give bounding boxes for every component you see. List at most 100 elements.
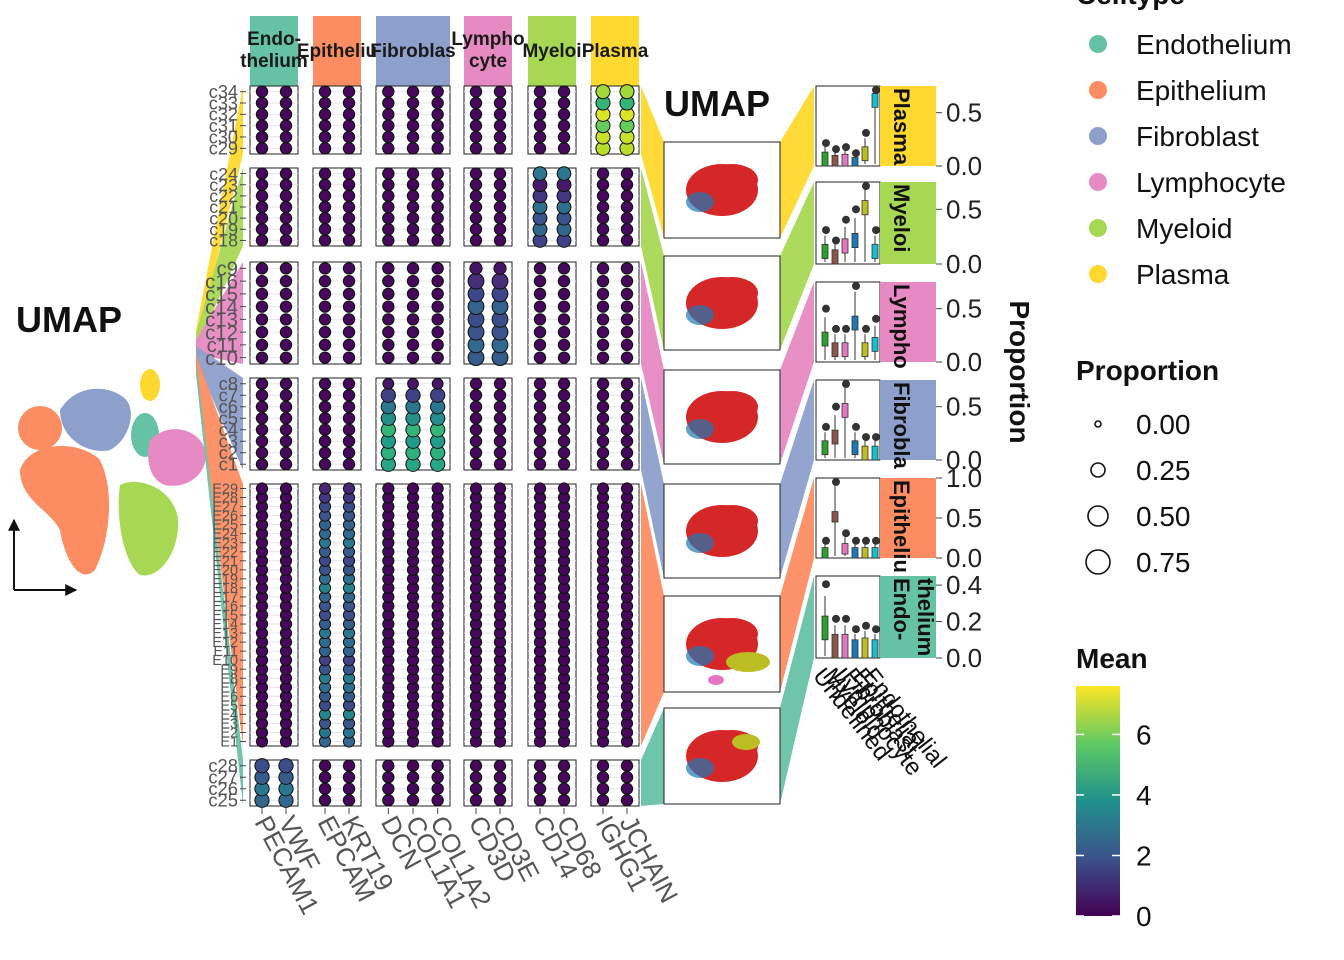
- dot-pecam1-c19: [255, 223, 269, 236]
- prop-box: [861, 445, 869, 461]
- dot-cd3d-c33: [469, 96, 483, 110]
- dot-pecam1-c13: [255, 313, 269, 326]
- prop-outlier: [842, 324, 850, 333]
- prop-outlier: [832, 478, 840, 486]
- dot-epcam-c23: [318, 178, 332, 191]
- dot-vwf-c8: [279, 377, 293, 390]
- connector-mid-lymphocyte: [641, 262, 664, 464]
- dot-cd3d-c27: [469, 771, 483, 784]
- dot-krt19-c4: [342, 423, 356, 436]
- dot-pecam1-c22: [255, 189, 269, 203]
- dot-jchain-c14: [620, 300, 634, 313]
- dot-epcam-e29: [318, 482, 332, 495]
- dot-cd14-c1: [533, 458, 547, 471]
- legend-proportion-key: [1087, 505, 1109, 527]
- dot-cd3e-c33: [493, 96, 507, 110]
- legend-celltype: Celltype Endothelium Epithelium Fibroblast…: [1076, 0, 1292, 290]
- dot-cd14-c8: [533, 377, 547, 390]
- dot-krt19-c22: [342, 189, 356, 203]
- dot-dcn-c12: [382, 325, 395, 339]
- dot-col1a2-c16: [431, 274, 444, 288]
- dot-vwf-c12: [279, 325, 293, 339]
- cluster-label: c1: [219, 454, 238, 475]
- dot-pecam1-c7: [255, 389, 269, 402]
- dot-col1a2-c28: [431, 759, 444, 772]
- legend-proportion-key: [1090, 462, 1106, 478]
- prop-box: [851, 232, 859, 249]
- dot-jchain-c6: [620, 400, 634, 413]
- prop-strip: [880, 576, 936, 658]
- prop-tick-label: 0.4: [946, 570, 982, 600]
- dot-ighg1-c13: [596, 313, 610, 326]
- dot-jchain-c27: [620, 771, 634, 784]
- dot-epcam-c22: [318, 189, 332, 203]
- dot-vwf-c34: [279, 85, 293, 98]
- dot-pecam1-c1: [255, 458, 269, 471]
- dot-cd14-c14: [533, 300, 547, 313]
- dot-cd68-c33: [557, 96, 571, 110]
- dot-cd3e-c22: [493, 189, 507, 203]
- dot-jchain-c26: [620, 782, 634, 795]
- legend-mean: Mean 0 2 4 6: [1076, 643, 1152, 932]
- cluster-label: E9: [220, 662, 238, 678]
- strip-top-endothelium: [250, 16, 298, 86]
- dot-col1a1-c7: [405, 387, 421, 403]
- cluster-label: c10: [205, 348, 238, 370]
- dot-ighg1-c28: [596, 759, 610, 772]
- cluster-label: E3: [220, 716, 238, 732]
- dot-cd3e-c4: [493, 423, 507, 436]
- prop-box: [841, 238, 849, 254]
- dot-dcn-c13: [382, 313, 395, 326]
- dot-dcn-c29: [382, 142, 395, 155]
- prop-box: [841, 403, 849, 418]
- legend-celltype-label: Endothelium: [1136, 29, 1292, 60]
- dot-epcam-c25: [318, 794, 332, 807]
- mid-umap-points: [686, 758, 714, 778]
- dot-cd68-c10: [557, 351, 571, 364]
- dot-epcam-c3: [318, 435, 332, 448]
- dot-cd3e-c5: [493, 412, 507, 425]
- dot-cd68-e29: [557, 482, 571, 495]
- dot-vwf-c9: [279, 262, 293, 275]
- dot-epcam-c33: [318, 96, 332, 110]
- dot-col1a1-c21: [406, 200, 420, 214]
- dot-jchain-c3: [620, 435, 634, 448]
- prop-tick-label: 0.0: [946, 643, 982, 673]
- dot-vwf-c23: [279, 178, 293, 191]
- dot-cd3d-c30: [469, 130, 483, 144]
- dot-col1a2-c26: [431, 782, 444, 795]
- mid-umap-points: [706, 505, 758, 537]
- dot-dcn-c33: [382, 96, 395, 110]
- dot-jchain-c21: [620, 200, 634, 214]
- connector-left-myeloid: [196, 168, 243, 348]
- cluster-label: c15: [205, 284, 238, 306]
- dot-jchain-c20: [620, 211, 634, 225]
- dot-col1a1-c16: [406, 274, 420, 288]
- dot-col1a2-c31: [431, 119, 444, 132]
- dot-col1a2-c21: [431, 200, 444, 214]
- prop-strip: [880, 380, 936, 460]
- prop-box: [851, 440, 859, 456]
- legend-proportion-label: 0.75: [1136, 547, 1191, 578]
- dot-jchain-c2: [620, 446, 634, 459]
- dot-jchain-c15: [620, 287, 634, 301]
- legend-mean-tick-label: 0: [1136, 901, 1152, 932]
- dot-cd3d-c5: [469, 412, 483, 425]
- dot-col1a1-c22: [406, 189, 420, 203]
- prop-box: [851, 547, 859, 559]
- dot-cd68-c26: [557, 782, 571, 795]
- dot-krt19-c26: [342, 782, 356, 795]
- cluster-label: E15: [212, 608, 238, 624]
- dot-krt19-c3: [342, 435, 356, 448]
- prop-strip-label: Fibrobla: [889, 382, 914, 470]
- dot-ighg1-c19: [596, 223, 610, 236]
- dot-cd3e-c19: [493, 223, 507, 236]
- dot-epcam-c26: [318, 782, 332, 795]
- prop-outlier: [862, 433, 870, 442]
- dot-vwf-c15: [279, 287, 293, 301]
- dot-cd14-c31: [533, 119, 547, 132]
- prop-outlier: [852, 205, 860, 214]
- prop-outlier: [832, 236, 840, 245]
- dot-cd68-c1: [557, 458, 571, 471]
- dot-jchain-c5: [620, 412, 634, 425]
